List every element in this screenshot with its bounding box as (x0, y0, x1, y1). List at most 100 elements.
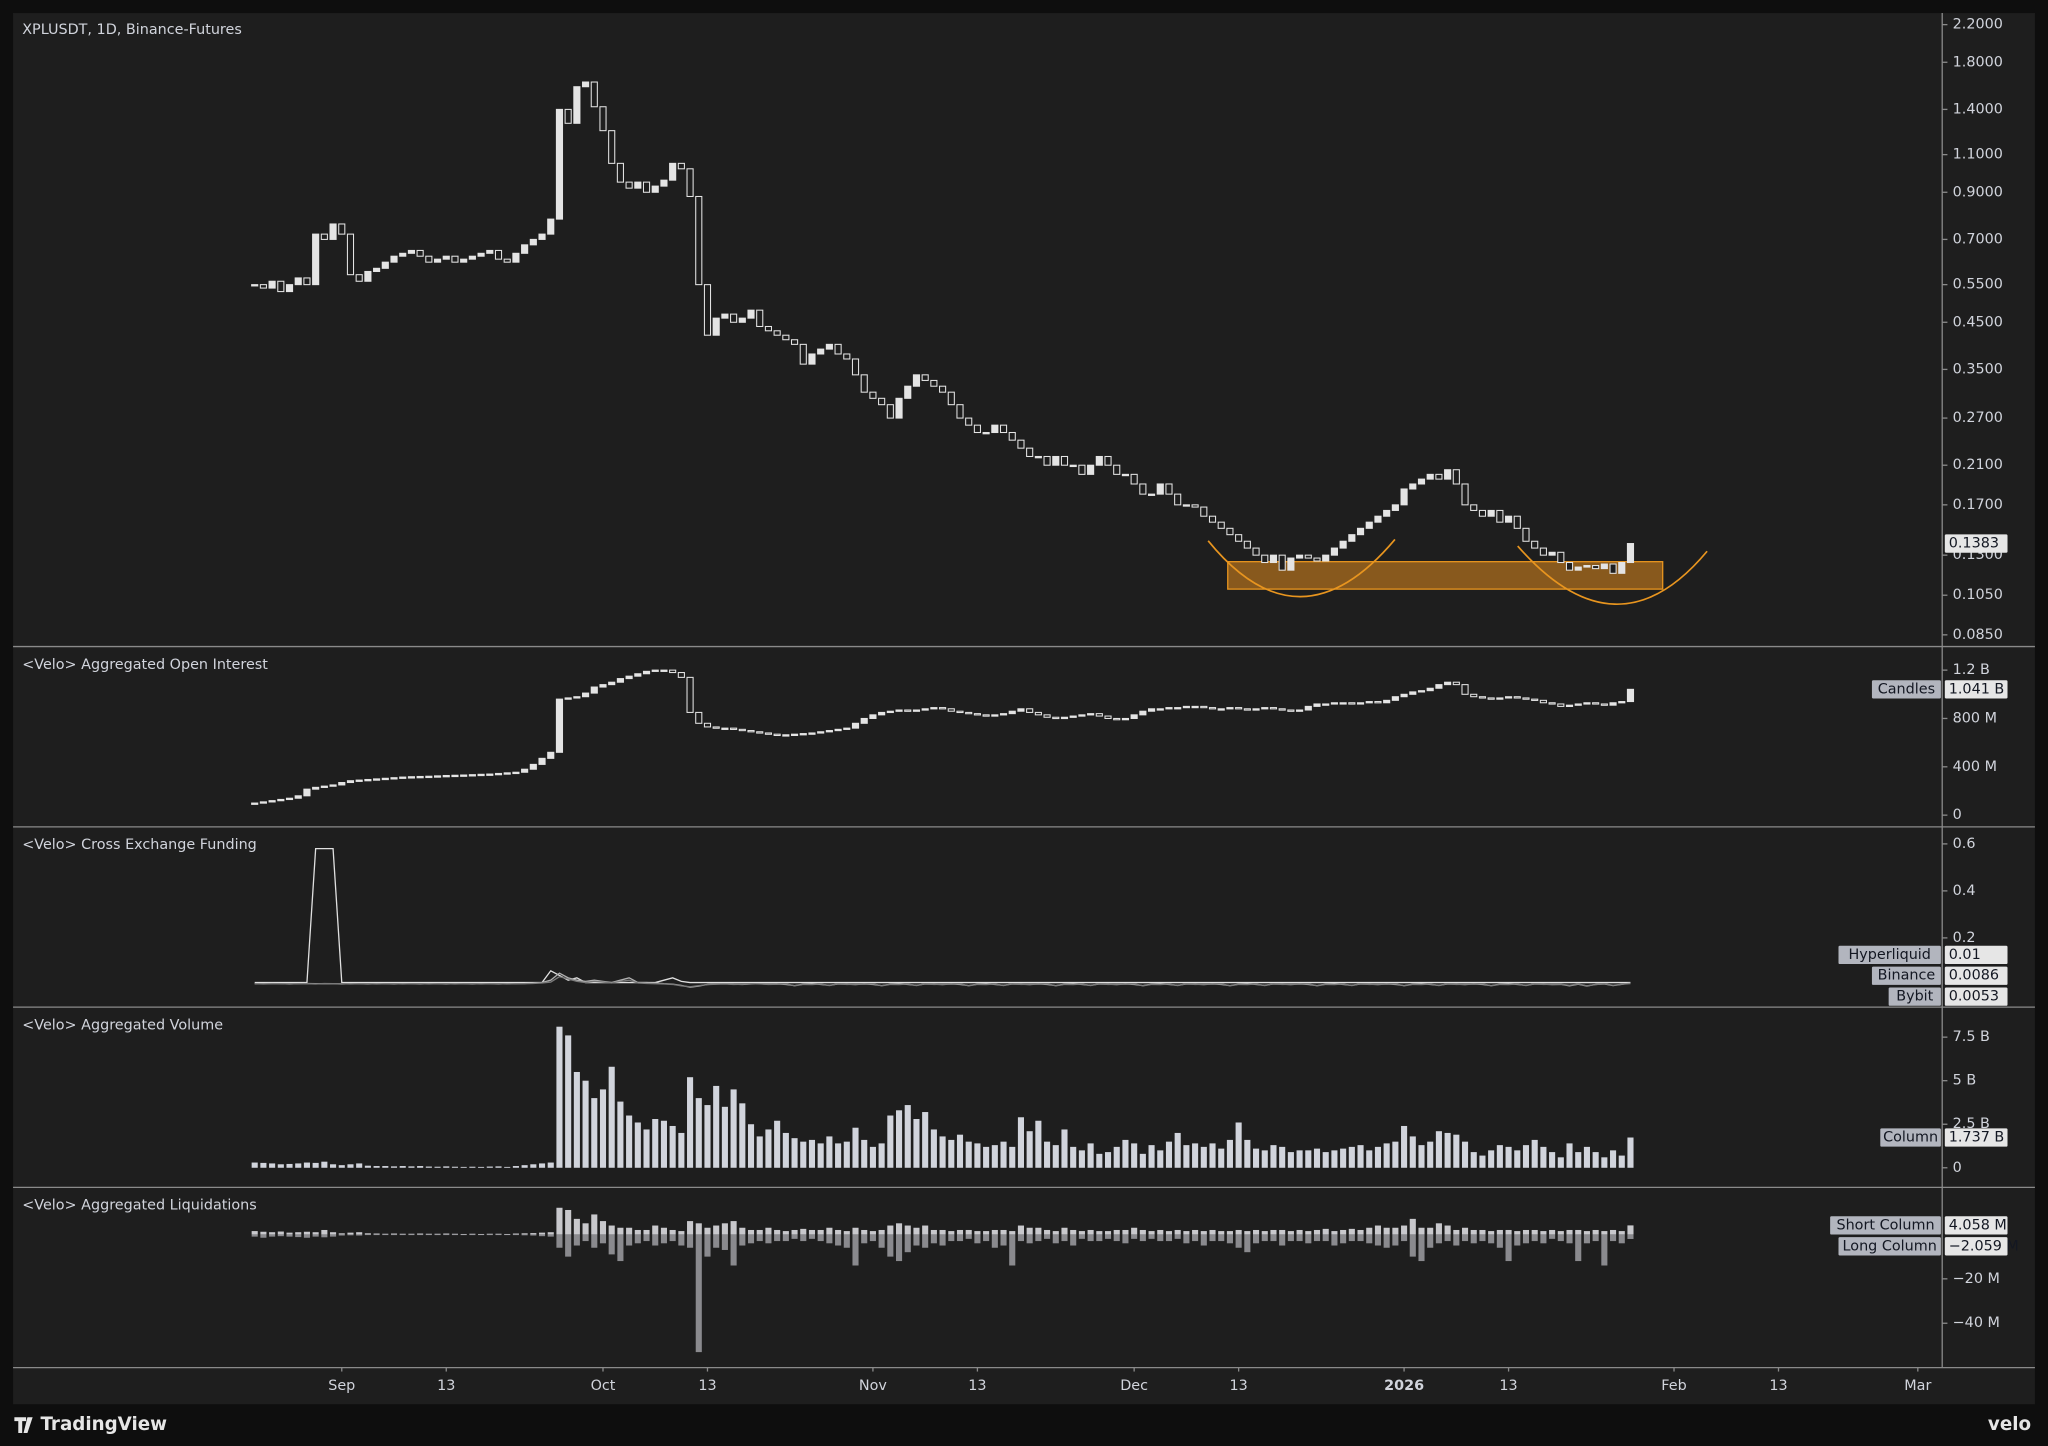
bar (608, 1066, 615, 1168)
candle (1191, 705, 1199, 709)
candle (338, 781, 346, 786)
candle (869, 714, 877, 719)
candle (477, 773, 485, 777)
bar (1461, 1227, 1469, 1235)
bar (1270, 1145, 1277, 1168)
y-tick-label: 0.7000 (1953, 231, 2003, 247)
bar (861, 1234, 868, 1244)
bar (660, 1227, 667, 1235)
candle (825, 343, 833, 350)
bar (1340, 1148, 1347, 1168)
y-tick-label: 0.9000 (1953, 184, 2003, 200)
candle (756, 731, 764, 734)
bar (1305, 1150, 1312, 1168)
candle (503, 258, 511, 263)
candle (1600, 703, 1608, 706)
bar (1165, 1231, 1173, 1235)
bar (1610, 1234, 1617, 1242)
brand-name[interactable]: TradingView (40, 1414, 167, 1435)
y-tick-label: 0 (1953, 807, 1962, 823)
bar (1296, 1150, 1303, 1168)
candle (399, 252, 407, 257)
bar (730, 1221, 737, 1235)
candle (564, 697, 572, 700)
bar (451, 1166, 459, 1168)
candle (1565, 561, 1574, 571)
candle (294, 795, 302, 799)
bar (1479, 1155, 1486, 1168)
bar (443, 1234, 450, 1236)
bar (1131, 1143, 1138, 1168)
bar (1253, 1148, 1260, 1168)
candle (547, 218, 555, 235)
bar (1583, 1231, 1590, 1235)
last-value-box (1944, 534, 2008, 553)
candle (259, 284, 267, 289)
bar (1279, 1234, 1286, 1246)
candle (782, 334, 790, 341)
bar (1331, 1150, 1338, 1168)
bar (1479, 1234, 1486, 1242)
bar (1122, 1229, 1129, 1235)
candle (1600, 563, 1608, 570)
bar (1104, 1152, 1112, 1168)
candle (1208, 707, 1217, 710)
bar (974, 1143, 981, 1168)
bar (251, 1162, 258, 1168)
bar (277, 1164, 284, 1168)
candle (1130, 473, 1138, 485)
candle (373, 267, 381, 272)
bar (538, 1163, 546, 1168)
bar (591, 1214, 598, 1235)
brand-logo[interactable] (14, 1417, 33, 1433)
bar (1540, 1234, 1547, 1244)
candle (555, 108, 564, 220)
candle (1060, 716, 1069, 720)
candle (1548, 551, 1556, 556)
candle (1444, 469, 1452, 480)
bar (399, 1234, 406, 1236)
candle (1513, 515, 1521, 529)
bar (835, 1143, 842, 1168)
bar (1218, 1231, 1225, 1235)
candle (1531, 540, 1539, 549)
series-name: Long Column (1843, 1238, 1937, 1254)
bar (1331, 1231, 1338, 1235)
bar (687, 1234, 694, 1248)
candle (703, 284, 712, 336)
bar (1113, 1234, 1120, 1242)
bar (1235, 1229, 1242, 1235)
candle (1261, 554, 1269, 564)
candle (329, 784, 337, 787)
bar (765, 1234, 772, 1244)
bar (1322, 1234, 1329, 1242)
candle (590, 686, 598, 694)
candle (860, 374, 868, 393)
bar (443, 1233, 450, 1235)
candle (1461, 483, 1469, 506)
bar (617, 1234, 624, 1262)
bar (1453, 1229, 1460, 1235)
bar (1601, 1157, 1608, 1168)
bar (277, 1231, 284, 1235)
bar (1026, 1227, 1033, 1235)
candle (999, 713, 1008, 716)
bar (878, 1234, 885, 1248)
bar (1287, 1231, 1294, 1235)
bar (1322, 1228, 1329, 1235)
bar (1514, 1231, 1521, 1235)
bar (1270, 1234, 1277, 1242)
candle (1208, 515, 1217, 523)
bar (417, 1166, 424, 1168)
y-tick-label: −20 M (1953, 1271, 2000, 1287)
bar (1226, 1231, 1233, 1235)
bar (869, 1231, 876, 1235)
bar (687, 1077, 694, 1168)
bar (1549, 1152, 1556, 1168)
candle (851, 722, 860, 729)
bar (1000, 1234, 1007, 1246)
candle (808, 353, 816, 365)
candle (1287, 709, 1295, 712)
candle (790, 339, 799, 345)
candle (616, 162, 624, 183)
